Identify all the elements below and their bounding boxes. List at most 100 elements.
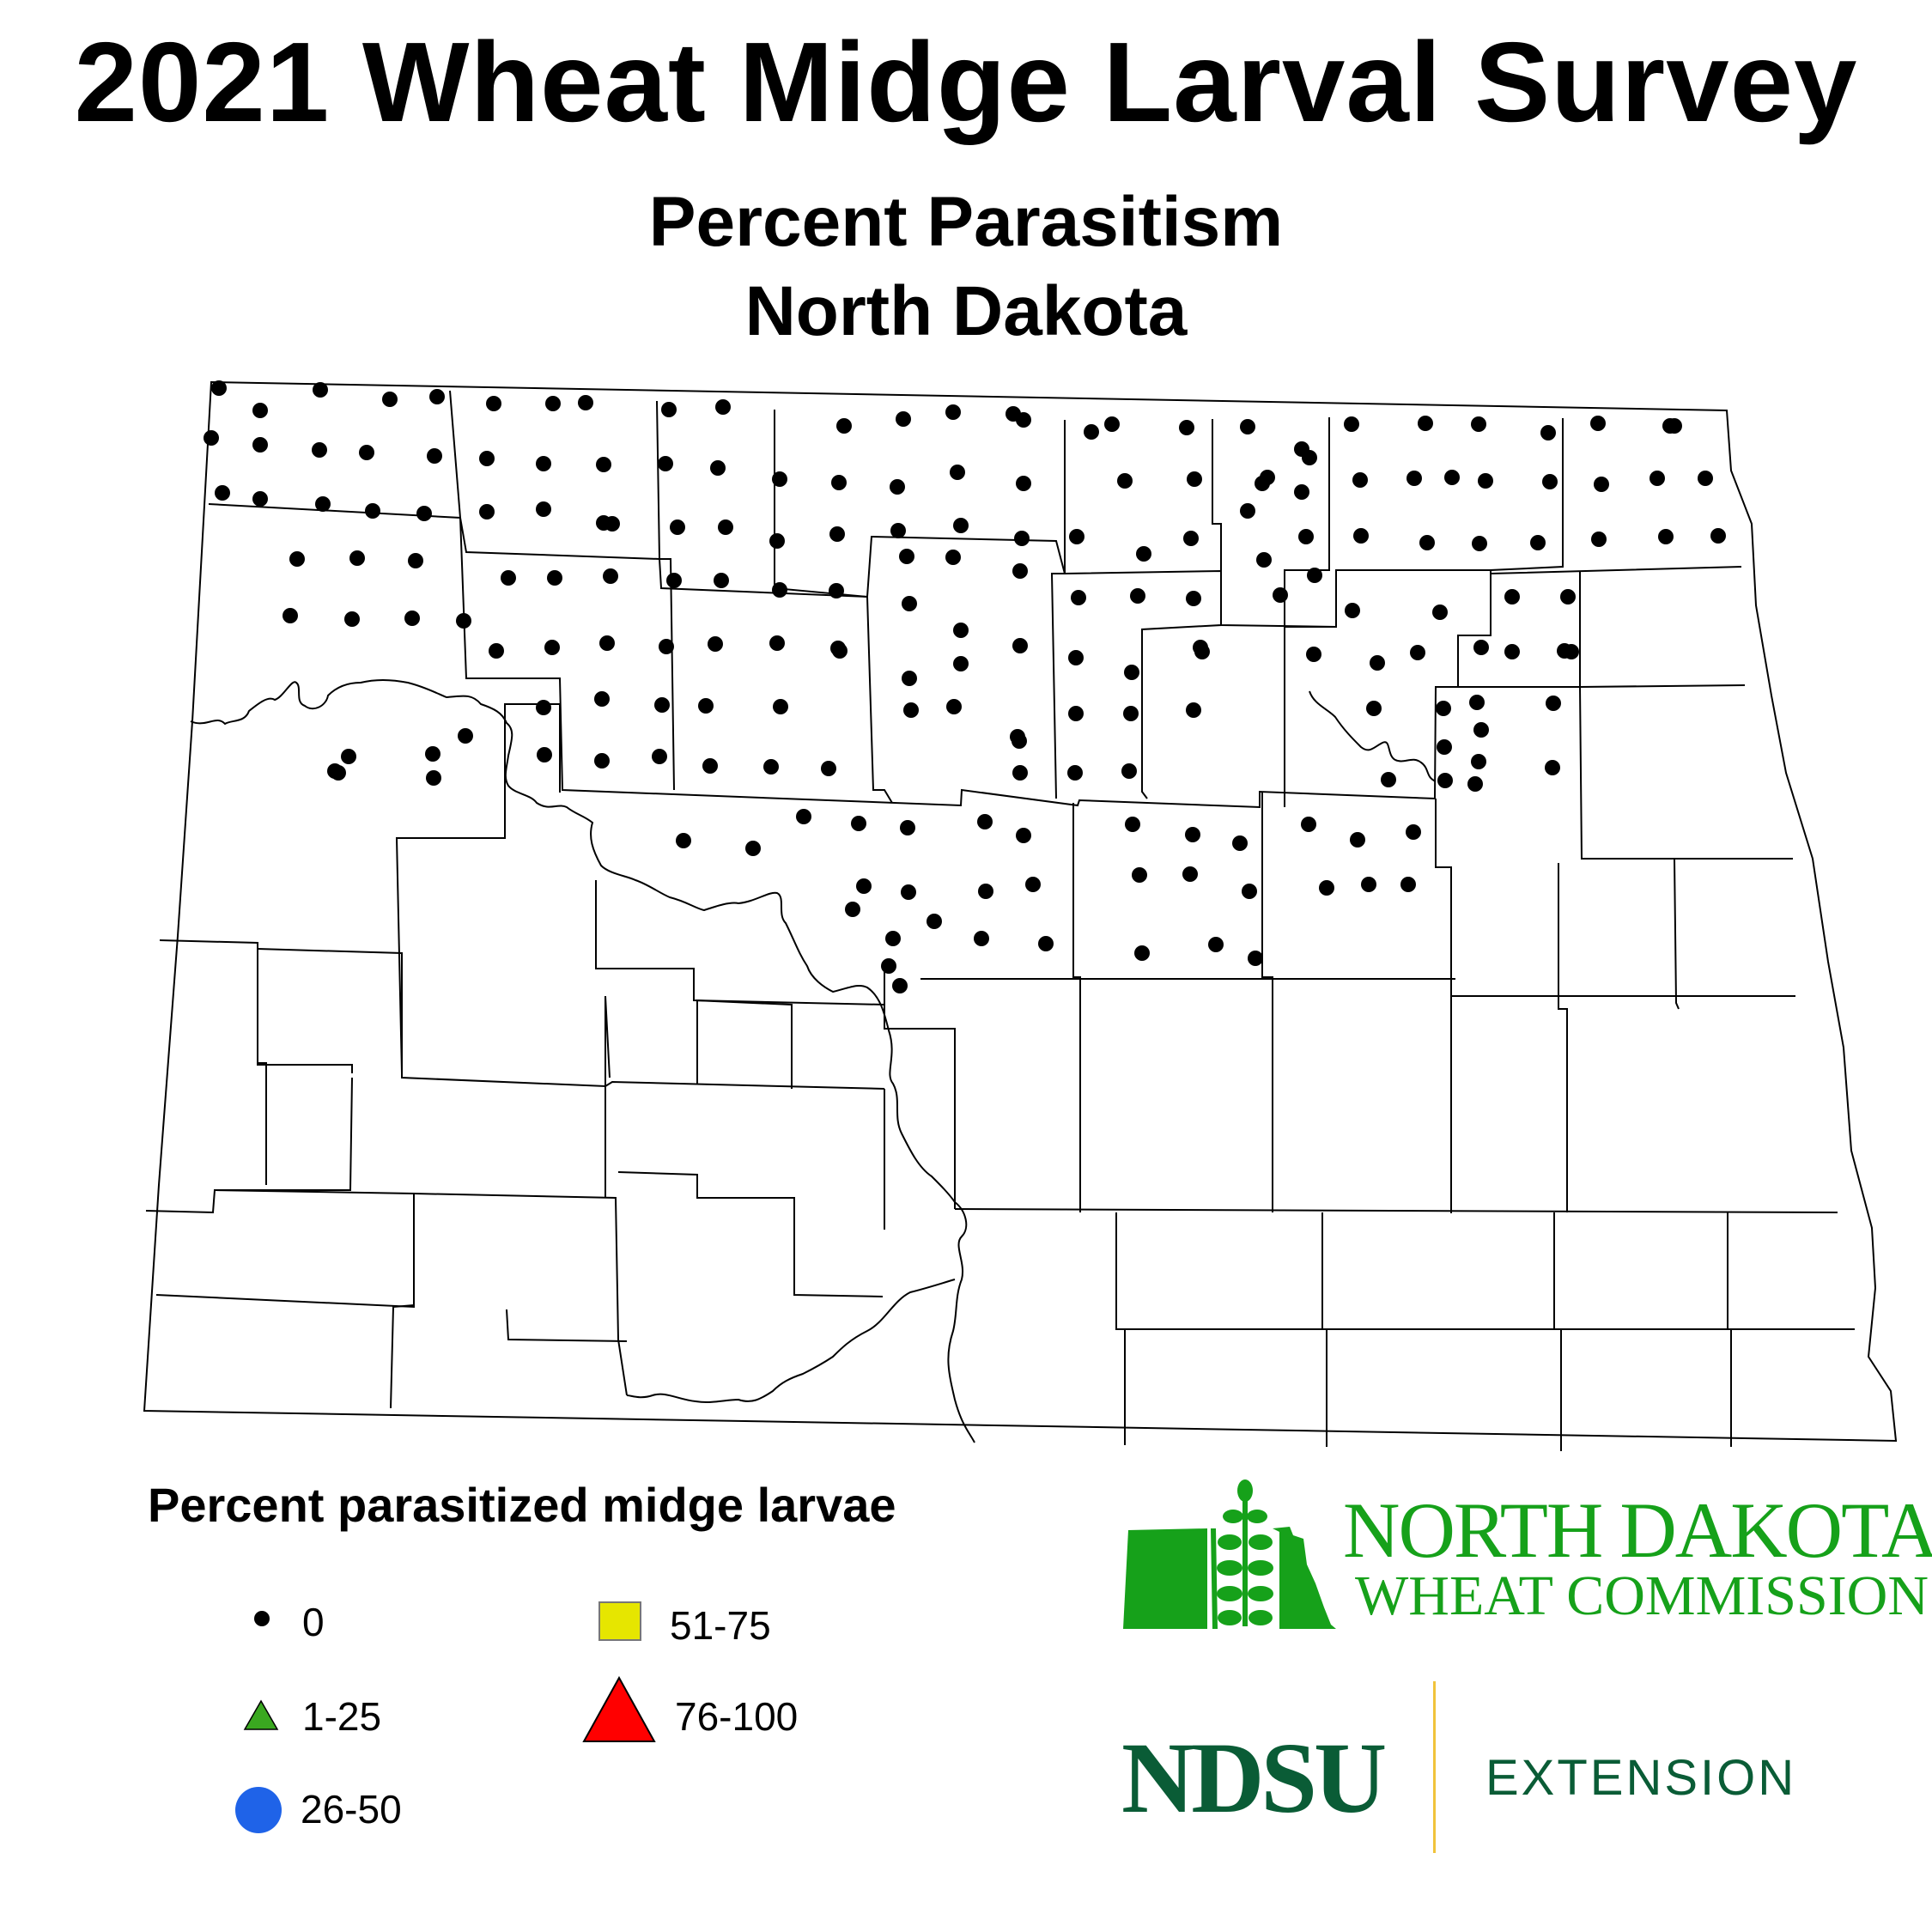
survey-point-6	[204, 430, 219, 446]
survey-point-27	[349, 550, 365, 566]
survey-point-202	[845, 902, 860, 917]
survey-point-179	[1242, 884, 1257, 899]
survey-point-110	[1240, 503, 1255, 519]
survey-point-73	[829, 526, 845, 542]
survey-point-197	[796, 809, 811, 824]
survey-point-186	[1319, 880, 1334, 896]
survey-point-178	[1182, 866, 1198, 882]
survey-point-4	[382, 392, 398, 407]
survey-point-39	[666, 573, 682, 588]
survey-point-89	[698, 698, 714, 714]
survey-point-150	[1366, 701, 1382, 716]
survey-point-134	[1352, 472, 1368, 488]
legend-symbol-black-dot	[254, 1611, 270, 1626]
survey-point-195	[676, 833, 691, 848]
survey-point-125	[1302, 450, 1317, 465]
ndwc-name-line2: WHEAT COMMISSION	[1355, 1564, 1929, 1627]
survey-point-36	[710, 460, 726, 476]
survey-point-177	[1132, 867, 1147, 883]
survey-point-49	[654, 697, 670, 713]
survey-point-148	[1370, 655, 1385, 671]
survey-point-205	[881, 958, 896, 974]
ndsu-logo: NDSU	[1121, 1722, 1387, 1834]
survey-point-102	[1240, 419, 1255, 434]
legend-label: 76-100	[675, 1694, 799, 1739]
survey-point-22	[479, 504, 495, 519]
survey-point-116	[1124, 665, 1139, 680]
survey-point-34	[715, 399, 731, 415]
survey-point-131	[1418, 416, 1433, 431]
survey-point-139	[1353, 528, 1369, 544]
survey-point-45	[599, 635, 615, 651]
survey-point-142	[1530, 535, 1546, 550]
survey-points	[204, 380, 1726, 993]
survey-point-19	[479, 451, 495, 466]
survey-point-163	[1591, 532, 1607, 547]
legend-title: Percent parasitized midge larvae	[148, 1478, 896, 1532]
survey-point-44	[544, 640, 560, 655]
survey-point-23	[536, 501, 551, 517]
survey-point-113	[1130, 588, 1145, 604]
survey-point-1	[211, 380, 227, 396]
survey-point-95	[903, 702, 919, 718]
survey-point-62	[836, 418, 852, 434]
survey-point-129	[1307, 568, 1322, 583]
survey-point-3	[313, 382, 328, 398]
survey-point-69	[890, 479, 905, 495]
survey-point-168	[1504, 644, 1520, 659]
survey-point-90	[773, 699, 788, 714]
survey-point-18	[578, 395, 593, 410]
survey-point-75	[953, 518, 969, 533]
survey-point-52	[652, 749, 667, 764]
survey-point-30	[344, 611, 360, 627]
survey-point-157	[1590, 416, 1606, 431]
survey-point-194	[1038, 936, 1054, 951]
survey-point-189	[977, 814, 993, 829]
survey-point-162	[1698, 471, 1713, 486]
survey-point-26	[289, 551, 305, 567]
survey-point-87	[953, 623, 969, 638]
survey-point-187	[1361, 877, 1376, 892]
county-boundaries	[143, 380, 1898, 1451]
survey-point-13	[315, 496, 331, 512]
survey-point-172	[1471, 754, 1486, 769]
survey-point-130	[1344, 416, 1359, 432]
survey-point-50	[537, 747, 552, 762]
survey-point-165	[1710, 528, 1726, 544]
map-region: North Dakota	[744, 272, 1188, 350]
survey-point-99	[1084, 424, 1099, 440]
wheat-state-icon	[1123, 1479, 1336, 1629]
survey-point-37	[670, 519, 685, 535]
survey-point-92	[902, 671, 917, 686]
survey-point-192	[1025, 877, 1041, 892]
survey-point-175	[1185, 827, 1200, 842]
survey-point-74	[890, 523, 906, 538]
survey-point-84	[769, 635, 785, 651]
survey-point-119	[1123, 706, 1139, 721]
survey-point-188	[1400, 877, 1416, 892]
logo-divider	[1433, 1681, 1436, 1853]
survey-point-118	[1068, 706, 1084, 721]
survey-point-121	[1067, 765, 1083, 781]
survey-point-143	[1345, 603, 1360, 618]
survey-point-105	[1187, 471, 1202, 487]
survey-point-122	[1121, 763, 1137, 779]
survey-point-33	[661, 402, 677, 417]
survey-point-11	[215, 485, 230, 501]
survey-point-114	[1186, 591, 1201, 606]
legend-label: 26-50	[301, 1787, 402, 1832]
survey-point-140	[1419, 535, 1435, 550]
survey-point-101	[1179, 420, 1194, 435]
ndwc-name-line1: NORTH DAKOTA	[1343, 1486, 1932, 1574]
survey-point-156	[1437, 739, 1452, 755]
survey-point-153	[1437, 773, 1453, 788]
legend-symbol-yellow-square	[598, 1601, 641, 1641]
legend-label: 1-25	[302, 1694, 382, 1739]
survey-point-181	[1208, 937, 1224, 952]
survey-point-144	[1432, 605, 1448, 620]
survey-point-138	[1542, 474, 1558, 489]
survey-point-28	[408, 553, 423, 568]
survey-point-32	[456, 613, 471, 629]
survey-point-10	[427, 448, 442, 464]
